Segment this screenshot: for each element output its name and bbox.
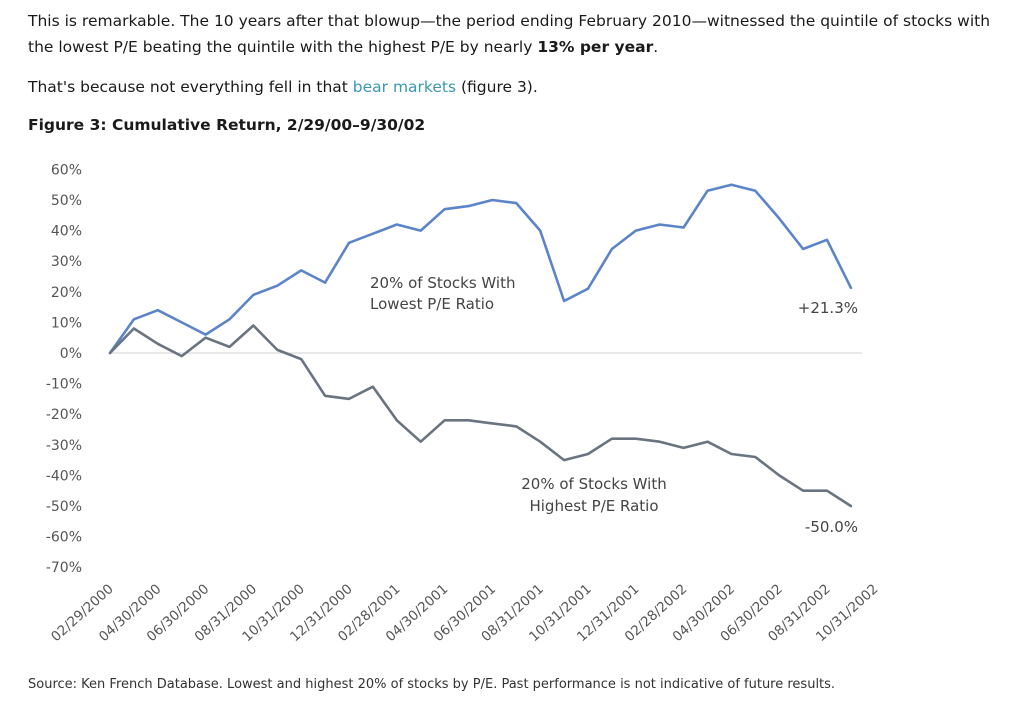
low-pe-data-point	[563, 300, 565, 302]
low-pe-data-point	[850, 287, 852, 289]
y-tick-label: -70%	[46, 560, 82, 576]
low-pe-data-point	[372, 232, 374, 235]
high-pe-end-value: -50.0%	[805, 518, 858, 536]
high-pe-data-point	[157, 343, 159, 345]
low-pe-data-point	[658, 223, 661, 226]
y-tick-label: -40%	[46, 468, 82, 484]
low-pe-data-point	[228, 318, 231, 321]
y-tick-label: -10%	[46, 377, 82, 393]
low-pe-data-point	[133, 318, 135, 321]
paragraph-intro-emphasis: 13% per year	[537, 38, 654, 56]
low-pe-data-point	[324, 281, 326, 284]
high-pe-data-point	[467, 419, 470, 422]
paragraph-bear-text: That's because not everything fell in th…	[28, 78, 353, 96]
high-pe-data-point	[348, 398, 350, 400]
high-pe-data-point	[802, 489, 804, 492]
low-pe-data-point	[706, 190, 709, 192]
high-pe-series-label-line2: Highest P/E Ratio	[529, 497, 658, 515]
low-pe-data-point	[682, 226, 685, 229]
y-tick-label: 40%	[51, 224, 82, 240]
y-tick-label: 50%	[51, 193, 82, 209]
low-pe-data-point	[276, 284, 279, 287]
low-pe-data-point	[730, 183, 733, 186]
paragraph-intro-end: .	[653, 38, 659, 56]
high-pe-data-point	[778, 474, 780, 477]
y-tick-label: 60%	[51, 162, 82, 178]
high-pe-data-point	[252, 324, 255, 327]
y-tick-label: 30%	[51, 254, 82, 270]
high-pe-data-point	[706, 440, 709, 443]
low-pe-data-point	[515, 202, 518, 204]
high-pe-data-point	[515, 425, 518, 428]
high-pe-series-label-line1: 20% of Stocks With	[521, 475, 667, 493]
y-tick-label: -50%	[46, 499, 82, 515]
low-pe-data-point	[419, 229, 422, 232]
high-pe-data-point	[324, 395, 326, 397]
high-pe-data-point	[491, 422, 494, 425]
low-pe-data-point	[491, 199, 494, 201]
low-pe-data-point	[539, 229, 541, 232]
low-pe-series-label-line2: Lowest P/E Ratio	[370, 295, 494, 313]
high-pe-data-point	[443, 419, 446, 422]
high-pe-data-point	[826, 489, 828, 492]
high-pe-series-line	[108, 324, 853, 508]
source-note: Source: Ken French Database. Lowest and …	[28, 677, 836, 692]
low-pe-data-point	[300, 269, 303, 272]
y-tick-label: 20%	[51, 285, 82, 301]
low-pe-data-point	[802, 248, 804, 250]
paragraph-intro-text: This is remarkable. The 10 years after t…	[28, 12, 991, 56]
high-pe-data-point	[300, 358, 303, 360]
low-pe-data-point	[396, 223, 398, 226]
low-pe-data-point	[635, 229, 637, 232]
low-pe-data-point	[754, 190, 757, 192]
high-pe-data-point	[563, 459, 565, 461]
low-pe-data-point	[826, 238, 828, 241]
high-pe-data-point	[587, 453, 589, 455]
low-pe-end-value: +21.3%	[798, 299, 858, 317]
low-pe-data-point	[778, 217, 780, 220]
figure-title: Figure 3: Cumulative Return, 2/29/00–9/3…	[28, 116, 426, 134]
high-pe-data-point	[396, 419, 398, 422]
high-pe-data-point	[372, 385, 374, 388]
low-pe-data-point	[443, 208, 446, 210]
high-pe-data-point	[635, 437, 637, 440]
bear-markets-link[interactable]: bear markets	[352, 78, 457, 96]
high-pe-data-point	[204, 336, 207, 339]
high-pe-data-point	[109, 352, 111, 354]
high-pe-data-point	[419, 440, 422, 443]
high-pe-data-point	[658, 440, 661, 443]
low-pe-data-point	[611, 248, 613, 250]
low-pe-data-point	[157, 309, 159, 311]
high-pe-data-point	[754, 456, 757, 458]
high-pe-data-point	[133, 327, 135, 330]
low-pe-data-point	[348, 242, 350, 244]
high-pe-data-point	[682, 447, 685, 449]
cumulative-return-chart: 60% 50% 40% 30% 20% 10% 0% -10% -20% -30% -40% -50%…	[46, 162, 882, 645]
y-tick-label: 0%	[60, 346, 82, 362]
low-pe-data-point	[252, 294, 255, 296]
low-pe-data-point	[587, 287, 589, 290]
high-pe-data-point	[539, 440, 541, 443]
high-pe-data-point	[611, 437, 613, 440]
y-tick-label: -20%	[46, 407, 82, 423]
high-pe-data-point	[180, 355, 183, 357]
high-pe-data-point	[276, 349, 279, 351]
high-pe-data-point	[228, 346, 231, 348]
high-pe-data-point	[850, 505, 852, 507]
y-tick-label: -60%	[46, 530, 82, 546]
high-pe-data-point	[730, 453, 733, 455]
y-tick-label: 10%	[51, 315, 82, 331]
low-pe-series-line	[108, 183, 853, 355]
paragraph-bear-markets: That's because not everything fell in th…	[28, 74, 538, 100]
low-pe-series-label-line1: 20% of Stocks With	[370, 274, 516, 292]
low-pe-data-point	[204, 333, 207, 336]
low-pe-data-point	[180, 321, 183, 324]
low-pe-data-point	[467, 205, 470, 207]
paragraph-bear-end: (figure 3).	[456, 78, 538, 96]
y-tick-label: -30%	[46, 438, 82, 454]
paragraph-intro: This is remarkable. The 10 years after t…	[28, 8, 1018, 60]
